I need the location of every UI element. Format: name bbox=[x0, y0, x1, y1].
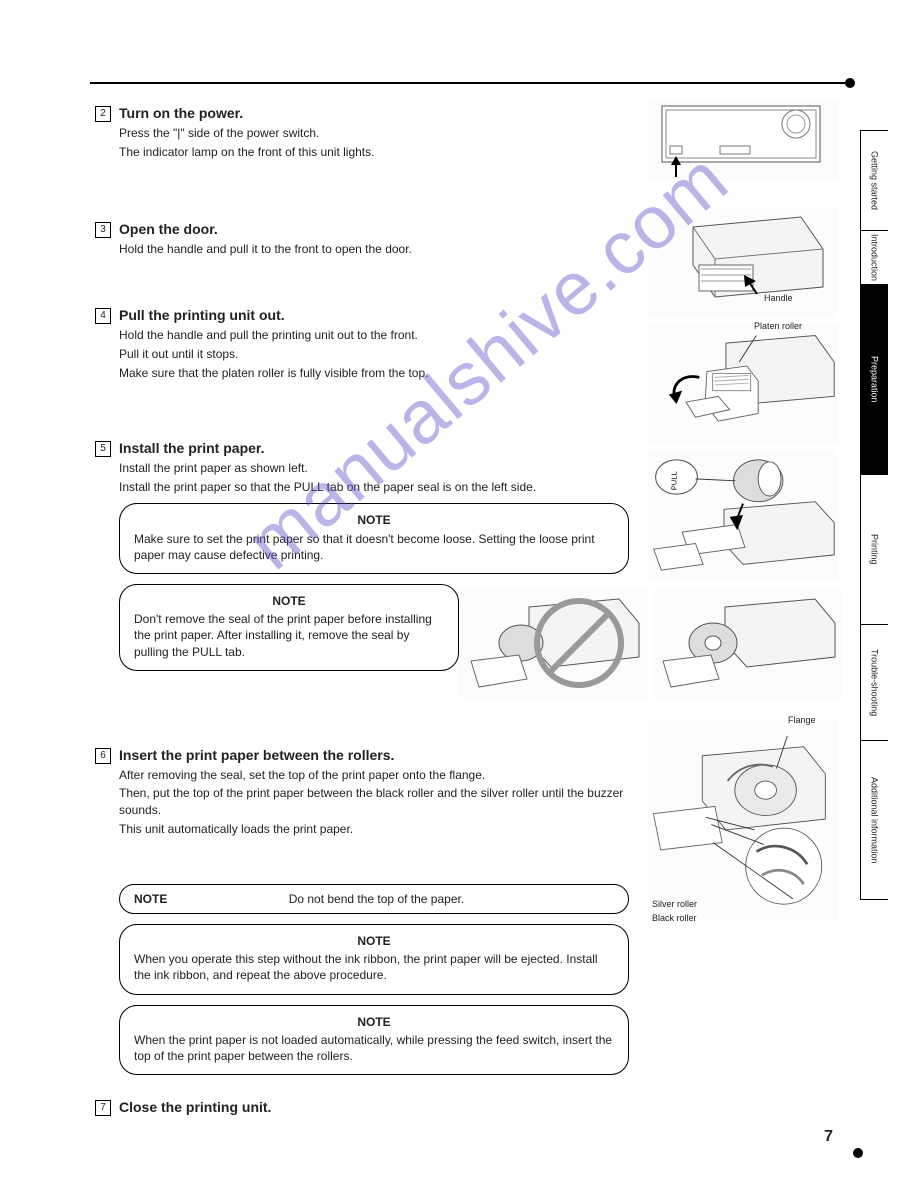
label-black-roller: Black roller bbox=[652, 914, 697, 924]
note-callout: NOTE Make sure to set the print paper so… bbox=[119, 503, 629, 574]
step-6: 6 Insert the print paper between the rol… bbox=[95, 747, 655, 1086]
step-title: Pull the printing unit out. bbox=[119, 307, 655, 323]
tab-label: Additional information bbox=[870, 777, 880, 864]
step-text: After removing the seal, set the top of … bbox=[119, 767, 655, 784]
label-silver-roller: Silver roller bbox=[652, 900, 697, 910]
figure-step-6: Flange Silver roller Black roller bbox=[648, 720, 838, 920]
step-title: Install the print paper. bbox=[119, 440, 655, 456]
step-text: Pull it out until it stops. bbox=[119, 346, 655, 363]
callout-text: Do not bend the top of the paper. bbox=[289, 892, 464, 906]
tab-getting-started: Getting started bbox=[860, 130, 888, 230]
step-number: 7 bbox=[95, 1100, 111, 1116]
tab-label: Introduction bbox=[870, 234, 880, 281]
step-text: Install the print paper so that the PULL… bbox=[119, 479, 655, 496]
step-text: Make sure that the platen roller is full… bbox=[119, 365, 655, 382]
step-5: 5 Install the print paper. Install the p… bbox=[95, 440, 655, 681]
step-number: 6 bbox=[95, 748, 111, 764]
callout-label: NOTE bbox=[134, 512, 614, 528]
tab-label: Trouble-shooting bbox=[870, 649, 880, 716]
callout-label: NOTE bbox=[134, 593, 444, 609]
tab-introduction: Introduction bbox=[860, 230, 888, 284]
tab-label: Preparation bbox=[870, 356, 880, 403]
step-title: Turn on the power. bbox=[119, 105, 655, 121]
step-text: Hold the handle and pull it to the front… bbox=[119, 241, 655, 258]
step-number: 4 bbox=[95, 308, 111, 324]
page-number: 7 bbox=[824, 1128, 833, 1146]
tab-troubleshooting: Trouble-shooting bbox=[860, 624, 888, 740]
bottom-rule-dot bbox=[853, 1148, 863, 1158]
note-callout: NOTE When you operate this step without … bbox=[119, 924, 629, 995]
step-title: Open the door. bbox=[119, 221, 655, 237]
section-tabs: Getting started Introduction Preparation… bbox=[860, 130, 888, 900]
step-text: The indicator lamp on the front of this … bbox=[119, 144, 655, 161]
label-flange: Flange bbox=[788, 716, 816, 726]
callout-text: Make sure to set the print paper so that… bbox=[134, 531, 614, 563]
callout-label: NOTE bbox=[134, 892, 167, 906]
label-platen-roller: Platen roller bbox=[754, 322, 802, 332]
step-number: 2 bbox=[95, 106, 111, 122]
figure-step-3: Handle bbox=[648, 208, 838, 318]
tab-label: Getting started bbox=[870, 151, 880, 210]
figure-step-5: PULL bbox=[648, 450, 838, 580]
step-text: Press the "|" side of the power switch. bbox=[119, 125, 655, 142]
callout-text: When you operate this step without the i… bbox=[134, 951, 614, 983]
step-title: Close the printing unit. bbox=[119, 1099, 655, 1115]
manual-page: manualshive.com Getting started Introduc… bbox=[0, 0, 918, 1188]
top-rule-dot bbox=[845, 78, 855, 88]
steps-column: 2 Turn on the power. Press the "|" side … bbox=[95, 105, 655, 1129]
figures-column: Handle Platen roller PULL bbox=[648, 100, 848, 926]
step-4: 4 Pull the printing unit out. Hold the h… bbox=[95, 307, 655, 383]
figure-step-4: Platen roller bbox=[648, 324, 838, 444]
step-7: 7 Close the printing unit. bbox=[95, 1099, 655, 1119]
label-handle: Handle bbox=[764, 294, 793, 304]
step-text: This unit automatically loads the print … bbox=[119, 821, 655, 838]
callout-label: NOTE bbox=[134, 1014, 614, 1030]
step-text: Hold the handle and pull the printing un… bbox=[119, 327, 655, 344]
step-2: 2 Turn on the power. Press the "|" side … bbox=[95, 105, 655, 163]
callout-label: NOTE bbox=[134, 933, 614, 949]
step-text: Then, put the top of the print paper bet… bbox=[119, 785, 655, 819]
step-number: 5 bbox=[95, 441, 111, 457]
note-callout: NOTE When the print paper is not loaded … bbox=[119, 1005, 629, 1076]
svg-text:PULL: PULL bbox=[670, 471, 679, 490]
callout-text: When the print paper is not loaded autom… bbox=[134, 1032, 614, 1064]
figure-step-5-right bbox=[652, 588, 842, 698]
figure-step-2 bbox=[648, 100, 838, 180]
top-rule bbox=[90, 82, 850, 84]
step-number: 3 bbox=[95, 222, 111, 238]
note-callout: NOTE Don't remove the seal of the print … bbox=[119, 584, 459, 671]
step-text: Install the print paper as shown left. bbox=[119, 460, 655, 477]
tab-label: Printing bbox=[870, 534, 880, 565]
step-3: 3 Open the door. Hold the handle and pul… bbox=[95, 221, 655, 260]
tab-printing: Printing bbox=[860, 474, 888, 624]
step-title: Insert the print paper between the rolle… bbox=[119, 747, 655, 763]
note-callout: NOTE Do not bend the top of the paper. bbox=[119, 884, 629, 914]
tab-additional-information: Additional information bbox=[860, 740, 888, 900]
tab-preparation: Preparation bbox=[860, 284, 888, 474]
callout-text: Don't remove the seal of the print paper… bbox=[134, 611, 444, 660]
